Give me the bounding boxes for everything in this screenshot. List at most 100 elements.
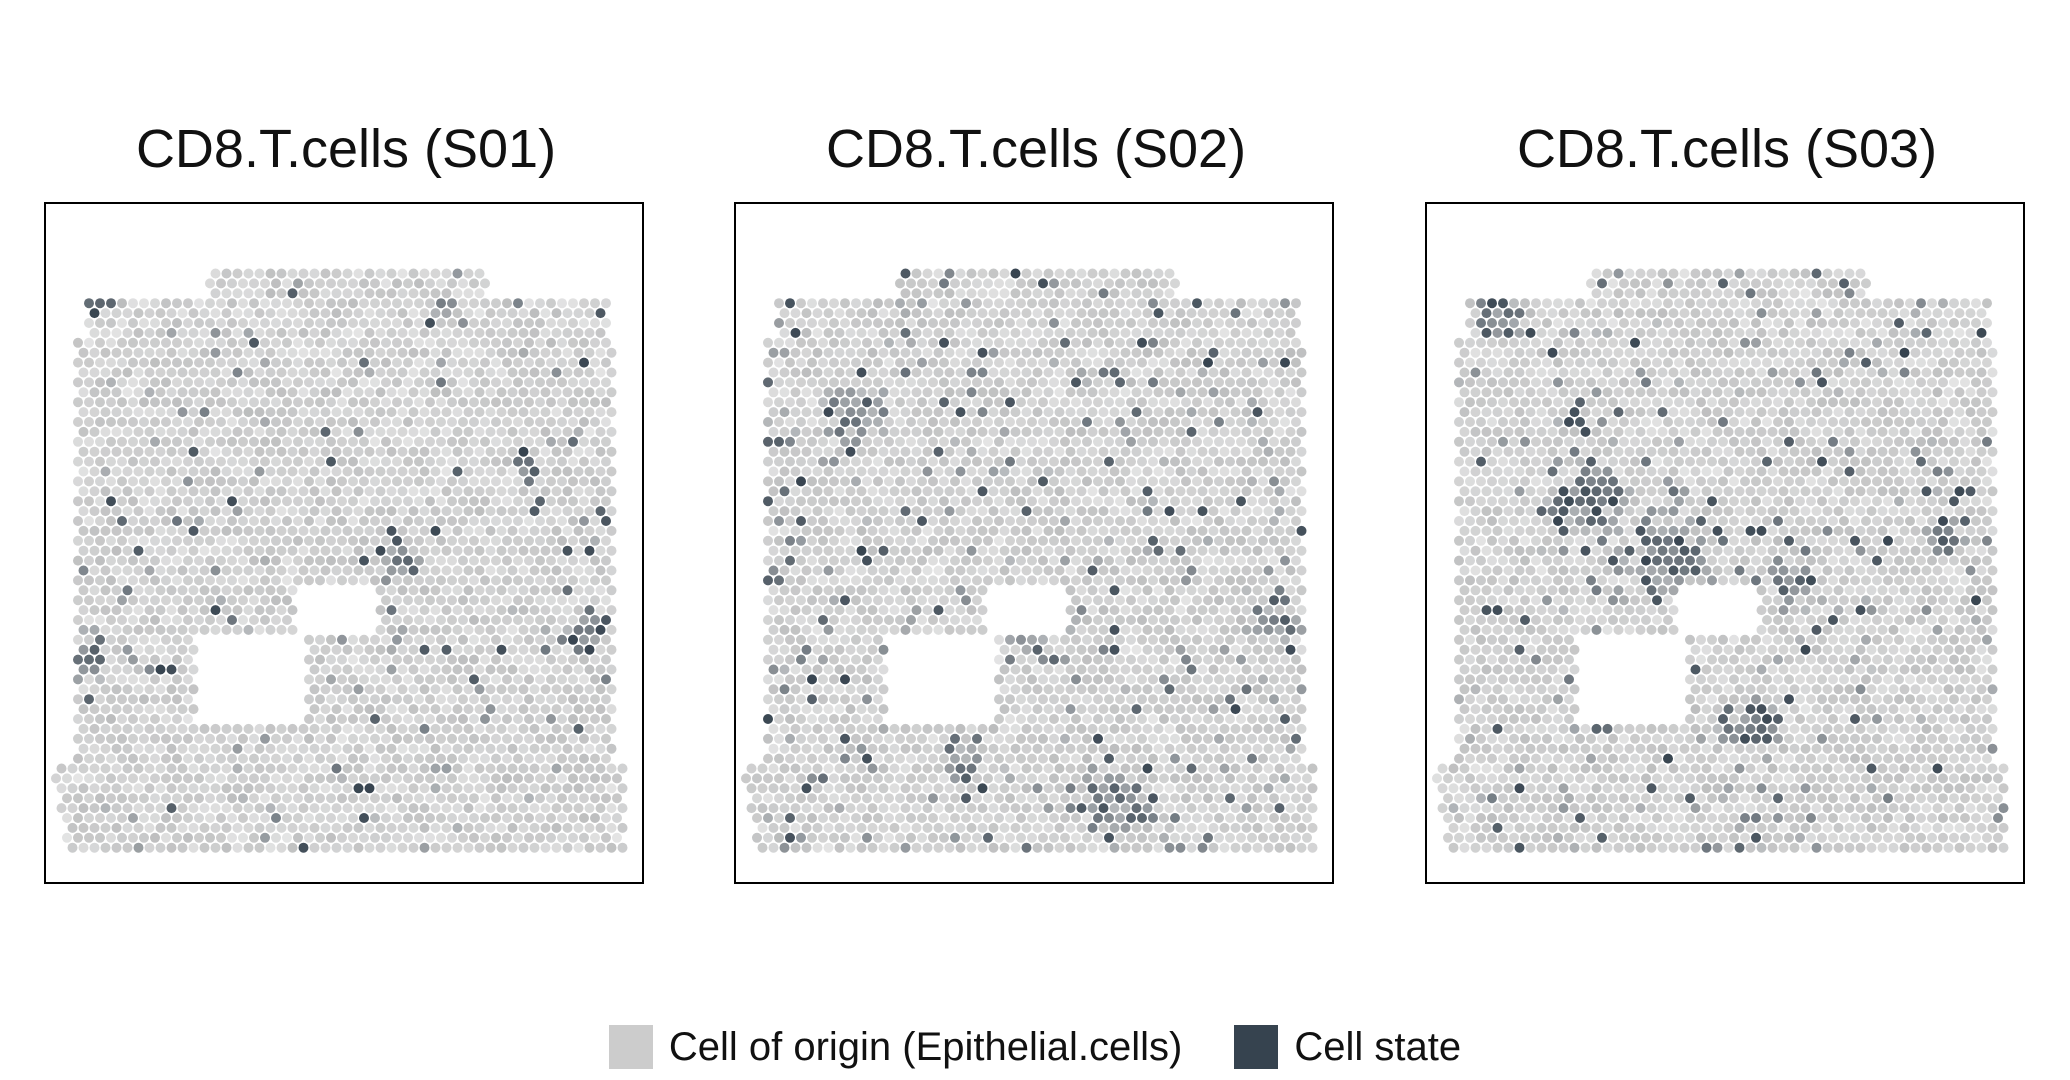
spot (862, 575, 872, 586)
spot (183, 337, 193, 348)
spot (1236, 595, 1246, 606)
spot (150, 496, 160, 507)
spot (386, 466, 397, 477)
spot (507, 446, 518, 457)
spot (78, 624, 89, 635)
spot (1203, 634, 1213, 645)
spot (1104, 456, 1114, 467)
spot (298, 387, 309, 398)
spot (768, 407, 779, 418)
spot (1181, 615, 1191, 625)
spot (562, 545, 573, 556)
spot (1159, 714, 1169, 724)
spot (491, 476, 501, 487)
spot (348, 793, 358, 804)
spot (1104, 318, 1114, 328)
spot (768, 367, 779, 378)
spot (966, 624, 977, 635)
spot (950, 337, 960, 348)
spot (216, 337, 226, 348)
spot (375, 288, 386, 299)
spot (1263, 644, 1274, 655)
spot (889, 545, 900, 556)
spot (829, 674, 839, 685)
spot (1258, 417, 1268, 427)
spot (867, 466, 878, 477)
spot (1120, 763, 1131, 774)
spot (507, 743, 518, 754)
spot (1285, 367, 1296, 378)
spot (364, 367, 375, 378)
spot (1137, 337, 1147, 348)
spot (1126, 318, 1136, 328)
spot (807, 535, 817, 546)
spot (491, 773, 501, 784)
spot (551, 347, 562, 358)
spot (1054, 525, 1065, 536)
spot (452, 624, 463, 635)
spot (452, 308, 463, 319)
spot (524, 357, 534, 368)
spot (238, 733, 248, 744)
spot (933, 486, 944, 497)
spot (183, 634, 193, 645)
spot (326, 278, 336, 289)
spot (298, 327, 309, 338)
spot (1159, 417, 1169, 427)
spot (249, 476, 259, 487)
spot (353, 506, 364, 517)
spot (1032, 426, 1043, 437)
spot (1285, 605, 1296, 616)
spot (188, 664, 199, 675)
spot (999, 565, 1010, 576)
spot (1252, 387, 1263, 398)
spot (249, 337, 259, 348)
spot (353, 644, 364, 655)
spot (507, 367, 518, 378)
spot (56, 763, 67, 774)
spot (100, 763, 111, 774)
spot (862, 397, 872, 408)
spot (1027, 516, 1037, 526)
spot (502, 615, 512, 625)
spot (353, 268, 364, 279)
spot (895, 318, 905, 328)
spot (851, 654, 861, 665)
spot (276, 308, 287, 319)
spot (823, 763, 834, 774)
spot (298, 822, 309, 833)
spot (78, 664, 89, 675)
spot (282, 773, 292, 784)
spot (1263, 486, 1274, 497)
spot (469, 714, 479, 724)
spot (144, 545, 155, 556)
spot (840, 535, 850, 546)
spot (546, 436, 556, 447)
spot (801, 684, 812, 695)
spot (1027, 496, 1037, 507)
spot (851, 694, 861, 705)
spot (1181, 654, 1191, 665)
spot (1274, 446, 1285, 457)
spot (513, 516, 523, 526)
spot (966, 288, 977, 299)
spot (1093, 496, 1103, 507)
spot (944, 545, 955, 556)
spot (1159, 634, 1169, 645)
spot (161, 456, 171, 467)
spot (823, 426, 834, 437)
spot (177, 327, 188, 338)
spot (458, 674, 468, 685)
spot (867, 644, 878, 655)
spot (309, 506, 320, 517)
spot (1098, 664, 1109, 675)
spot (1142, 704, 1153, 715)
spot (392, 535, 402, 546)
spot (1082, 674, 1092, 685)
spot (568, 318, 578, 328)
spot (1076, 684, 1087, 695)
spot (243, 446, 254, 457)
spot (1274, 704, 1285, 715)
spot (408, 327, 419, 338)
spot (513, 298, 523, 309)
